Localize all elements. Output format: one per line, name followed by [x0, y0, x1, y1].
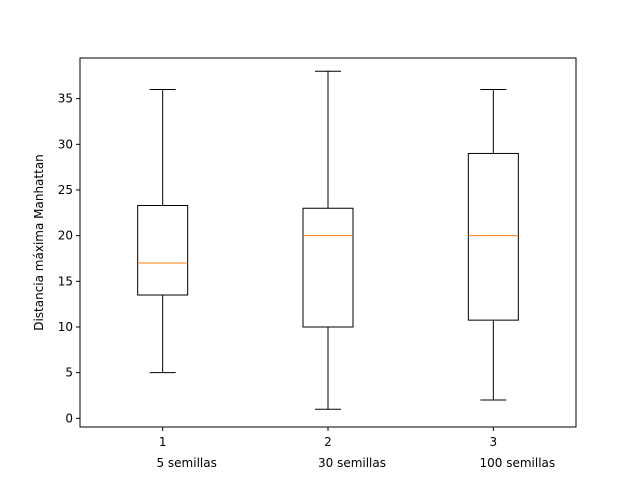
- y-tick-label: 25: [58, 183, 73, 197]
- x-annotation: 100 semillas: [480, 456, 556, 470]
- box-1: [137, 89, 189, 374]
- y-tick-label: 10: [58, 320, 73, 334]
- x-annotation: 30 semillas: [318, 456, 386, 470]
- y-tick-label: 30: [58, 137, 73, 151]
- y-axis-label: Distancia máxima Manhattan: [32, 154, 46, 331]
- iqr-box: [302, 207, 354, 328]
- y-tick-label: 35: [58, 92, 73, 106]
- y-axis: 0 5 10 15 20 25 30 35: [58, 92, 80, 425]
- y-tick-label: 5: [65, 366, 73, 380]
- x-tick-label: 1: [159, 435, 167, 449]
- x-axis: 1 2 3: [159, 427, 497, 449]
- box-3: [467, 89, 519, 401]
- box-2: [302, 70, 354, 410]
- x-annotation: 5 semillas: [156, 456, 216, 470]
- y-tick-label: 0: [65, 411, 73, 425]
- plot-marks: [137, 70, 519, 410]
- iqr-box: [467, 152, 519, 321]
- x-tick-label: 3: [490, 435, 498, 449]
- x-annotations: 5 semillas 30 semillas 100 semillas: [156, 456, 555, 470]
- iqr-box: [137, 205, 189, 296]
- x-tick-label: 2: [324, 435, 332, 449]
- y-tick-label: 20: [58, 229, 73, 243]
- y-tick-label: 15: [58, 274, 73, 288]
